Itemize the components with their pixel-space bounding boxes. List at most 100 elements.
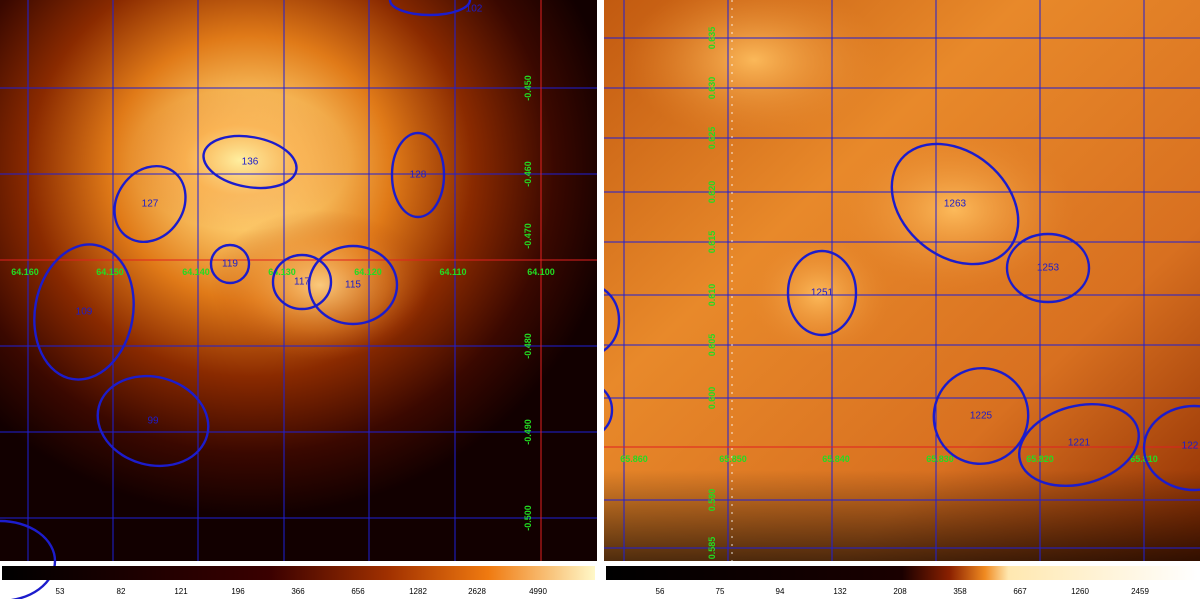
source-label: 127 [142, 199, 159, 210]
source-label: 1225 [970, 411, 993, 422]
left-y-label: -0.480 [523, 333, 533, 359]
left-y-axis-labels: -0.450 -0.460 -0.470 -0.480 -0.490 -0.50… [523, 75, 533, 531]
left-y-label: -0.500 [523, 505, 533, 531]
colorbar-tick-label: 4990 [529, 587, 547, 596]
right-y-label: 0.615 [707, 231, 717, 254]
source-label: 109 [76, 307, 93, 318]
source-label: 128 [410, 170, 427, 181]
right-y-label: 0.590 [707, 489, 717, 512]
left-x-label: 64.150 [96, 267, 124, 277]
right-bright-region [624, 0, 884, 140]
left-y-label: -0.470 [523, 223, 533, 249]
left-colorbar-ticks: 53 82 121 196 366 656 1282 2628 4990 [56, 587, 548, 596]
source-label: 1251 [811, 288, 834, 299]
left-secondary-core [210, 210, 430, 360]
source-region[interactable] [388, 0, 472, 17]
right-dark-fade [604, 470, 1200, 561]
left-x-label: 64.110 [439, 267, 466, 277]
colorbar-tick-label: 2628 [468, 587, 486, 596]
left-image-panel[interactable]: 64.160 64.150 64.140 64.130 64.120 64.11… [0, 0, 597, 599]
source-region[interactable] [100, 152, 200, 255]
source-label: 122 [1182, 441, 1199, 452]
colorbar-tick-label: 82 [117, 587, 126, 596]
right-y-axis-labels: 0.635 0.630 0.625 0.620 0.615 0.610 0.60… [707, 27, 717, 560]
right-y-label: 0.585 [707, 537, 717, 560]
left-y-label: -0.450 [523, 75, 533, 101]
source-region[interactable] [88, 364, 219, 478]
source-region[interactable] [209, 243, 251, 285]
colorbar-tick-label: 2459 [1131, 587, 1149, 596]
left-source-regions: 136 127 128 119 117 115 109 99 102 [0, 0, 483, 599]
source-label: 119 [222, 259, 238, 270]
colorbar-tick-label: 75 [716, 587, 725, 596]
colorbar-tick-label: 366 [291, 587, 305, 596]
left-x-label: 64.120 [354, 267, 382, 277]
left-coordinate-grid [0, 0, 597, 561]
source-label: 1221 [1068, 438, 1091, 449]
left-colorbar [2, 566, 595, 580]
source-label: 136 [242, 157, 259, 168]
right-colorbar [606, 566, 1198, 580]
right-x-label: 65.810 [1130, 454, 1158, 464]
right-y-label: 0.605 [707, 334, 717, 357]
colorbar-tick-label: 56 [656, 587, 665, 596]
source-region[interactable] [604, 285, 621, 355]
left-y-label: -0.490 [523, 419, 533, 445]
left-x-label: 64.130 [268, 267, 296, 277]
right-y-label: 0.600 [707, 387, 717, 410]
colorbar-tick-label: 208 [893, 587, 907, 596]
right-x-label: 65.820 [1026, 454, 1054, 464]
left-x-axis-labels: 64.160 64.150 64.140 64.130 64.120 64.11… [11, 267, 555, 277]
source-region[interactable] [24, 237, 144, 388]
source-region[interactable] [1005, 232, 1091, 304]
right-y-label: 0.625 [707, 127, 717, 150]
colorbar-tick-label: 358 [953, 587, 967, 596]
colorbar-tick-label: 132 [833, 587, 847, 596]
source-region[interactable] [199, 129, 300, 195]
right-y-label: 0.610 [707, 284, 717, 307]
source-region[interactable] [307, 244, 399, 326]
source-label: 99 [147, 416, 159, 427]
colorbar-tick-label: 196 [231, 587, 245, 596]
source-region[interactable] [1010, 392, 1148, 499]
right-x-label: 65.850 [719, 454, 747, 464]
right-source-regions: 1263 1253 1251 1225 1221 122 [604, 119, 1200, 499]
source-label: 117 [294, 277, 310, 288]
source-label: 102 [466, 4, 483, 15]
right-y-label: 0.620 [707, 181, 717, 204]
source-region[interactable] [1142, 404, 1200, 492]
right-x-axis-labels: 65.860 65.850 65.840 65.830 65.820 65.81… [620, 454, 1158, 464]
colorbar-tick-label: 53 [56, 587, 65, 596]
source-label: 1253 [1037, 263, 1060, 274]
left-x-label: 64.140 [182, 267, 210, 277]
right-image-panel[interactable]: 65.860 65.850 65.840 65.830 65.820 65.81… [604, 0, 1200, 599]
left-crosshair [0, 0, 597, 561]
left-x-label: 64.100 [527, 267, 555, 277]
left-y-label: -0.460 [523, 161, 533, 187]
source-region[interactable] [786, 249, 858, 337]
source-region[interactable] [604, 382, 614, 438]
right-y-label: 0.635 [707, 27, 717, 50]
left-x-label: 64.160 [11, 267, 39, 277]
right-crosshair [604, 0, 1200, 561]
right-coordinate-grid [604, 0, 1200, 561]
colorbar-tick-label: 667 [1013, 587, 1027, 596]
colorbar-tick-label: 1282 [409, 587, 427, 596]
colorbar-tick-label: 656 [351, 587, 365, 596]
right-y-label: 0.630 [707, 77, 717, 100]
colorbar-tick-label: 1260 [1071, 587, 1089, 596]
right-colorbar-ticks: 56 75 94 132 208 358 667 1260 2459 [656, 587, 1150, 596]
source-region[interactable] [390, 131, 446, 219]
right-x-label: 65.860 [620, 454, 648, 464]
right-x-label: 65.830 [926, 454, 954, 464]
source-label: 1263 [944, 199, 967, 210]
left-bright-core [130, 90, 350, 230]
colorbar-tick-label: 94 [776, 587, 785, 596]
source-region[interactable] [868, 119, 1042, 289]
source-region[interactable] [0, 519, 57, 599]
source-region[interactable] [918, 353, 1044, 480]
source-region[interactable] [271, 253, 333, 311]
colorbar-tick-label: 121 [174, 587, 188, 596]
source-label: 115 [345, 280, 361, 291]
right-x-label: 65.840 [822, 454, 850, 464]
